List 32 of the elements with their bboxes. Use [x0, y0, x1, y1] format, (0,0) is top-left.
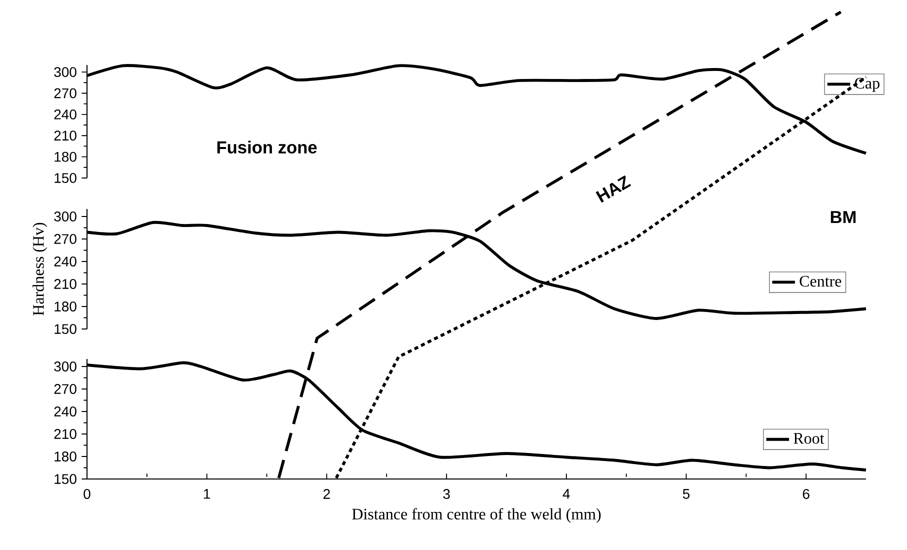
x-tick-label: 6 — [802, 489, 810, 499]
y-tick-label: 300 — [54, 67, 76, 78]
y-tick-label: 180 — [54, 452, 76, 462]
legend-label: Centre — [800, 276, 842, 287]
y-tick-label: 150 — [54, 474, 76, 484]
legend-label: Root — [794, 433, 824, 444]
y-tick-label: 210 — [54, 279, 76, 289]
x-tick-label: 2 — [324, 489, 330, 499]
y-tick-label: 300 — [54, 362, 76, 372]
annotation: Fusion zone — [217, 140, 317, 154]
x-tick-label: 1 — [204, 489, 210, 499]
x-tick-label: 0 — [84, 489, 90, 499]
y-tick-label: 180 — [54, 152, 76, 162]
x-tick-label: 4 — [562, 489, 570, 499]
x-tick-label: 3 — [443, 489, 450, 499]
y-tick-label: 270 — [54, 384, 76, 394]
y-tick-label: 240 — [54, 109, 76, 120]
annotation: BM — [830, 211, 856, 223]
x-tick-label: 5 — [682, 489, 690, 499]
annotation: HAZ — [596, 175, 632, 203]
y-tick-label: 240 — [54, 406, 76, 416]
x-axis-title: Distance from centre of the weld (mm) — [352, 508, 601, 523]
y-tick-label: 150 — [54, 324, 76, 334]
y-tick-label: 180 — [54, 302, 76, 312]
y-tick-label: 270 — [54, 234, 76, 244]
y-tick-label: 210 — [54, 130, 76, 141]
y-tick-label: 240 — [54, 256, 76, 266]
y-tick-label: 300 — [54, 212, 76, 222]
y-tick-label: 210 — [54, 429, 76, 439]
y-tick-label: 150 — [54, 173, 76, 183]
y-axis-title: Hardness (Hv) — [32, 222, 48, 316]
y-tick-label: 270 — [54, 88, 76, 98]
